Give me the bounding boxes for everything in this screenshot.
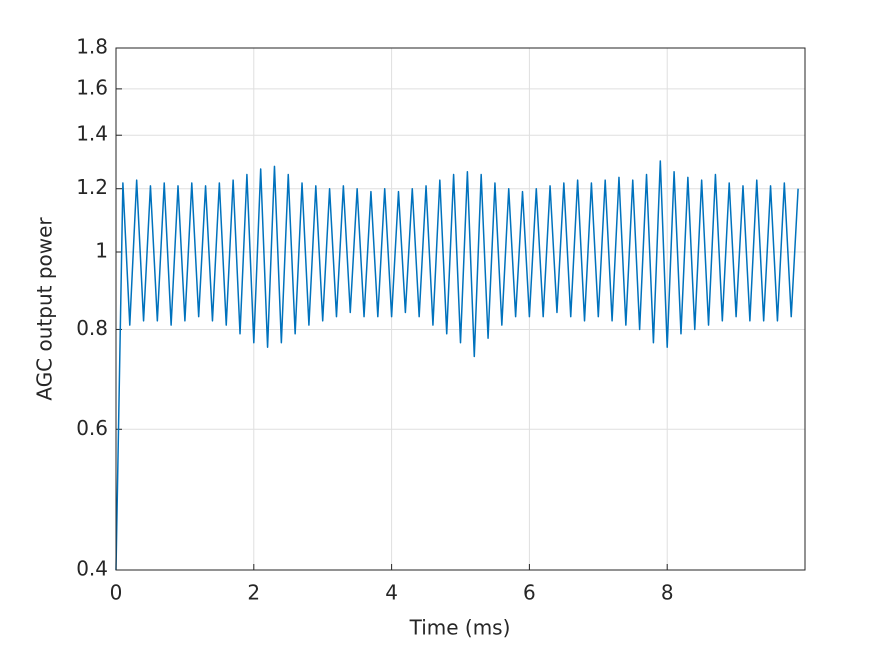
plot-frame bbox=[115, 47, 806, 571]
y-axis-label: AGC output power bbox=[33, 217, 57, 401]
y-tick-label: 1.6 bbox=[76, 75, 108, 99]
y-tick-label: 0.4 bbox=[76, 557, 108, 581]
y-tick-label: 1.8 bbox=[76, 35, 108, 59]
x-tick-label: 4 bbox=[385, 581, 398, 605]
y-tick-label: 1.4 bbox=[76, 122, 108, 146]
x-tick-label: 6 bbox=[523, 581, 536, 605]
y-tick-label: 1 bbox=[95, 238, 108, 262]
data-line bbox=[115, 160, 799, 571]
y-tick-label: 1.2 bbox=[76, 175, 108, 199]
x-tick-label: 8 bbox=[661, 581, 674, 605]
y-tick-label: 0.6 bbox=[76, 416, 108, 440]
x-tick-label: 2 bbox=[247, 581, 260, 605]
x-tick-label: 0 bbox=[110, 581, 123, 605]
x-axis-label: Time (ms) bbox=[409, 616, 511, 640]
y-tick-label: 0.8 bbox=[76, 316, 108, 340]
